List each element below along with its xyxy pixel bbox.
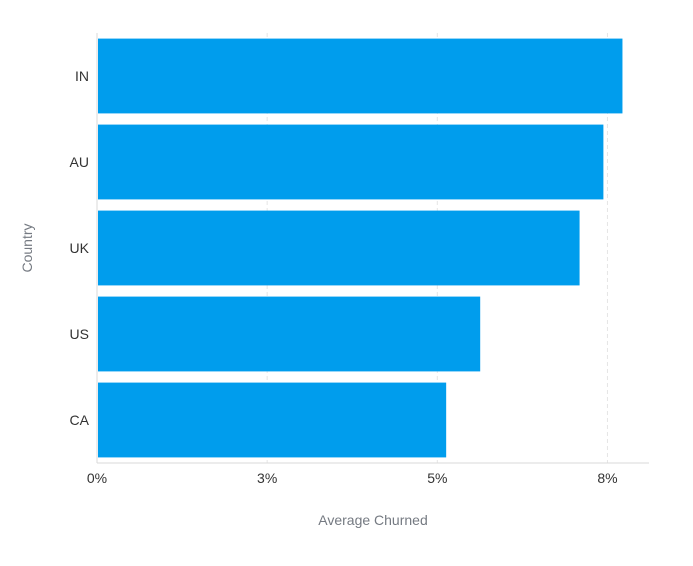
- category-labels: IN AU UK US CA: [70, 68, 90, 428]
- x-axis-title: Average Churned: [318, 512, 427, 528]
- axes: [96, 33, 649, 464]
- x-tick-label: 0%: [87, 470, 107, 486]
- bar[interactable]: [98, 382, 447, 458]
- y-axis-title: Country: [19, 223, 35, 272]
- x-tick-label: 5%: [427, 470, 447, 486]
- bars: [98, 38, 623, 458]
- category-label: IN: [75, 68, 89, 84]
- bar[interactable]: [98, 38, 623, 114]
- bar[interactable]: [98, 296, 481, 372]
- category-label: AU: [70, 154, 89, 170]
- bar[interactable]: [98, 124, 604, 200]
- category-label: UK: [70, 240, 90, 256]
- x-tick-label: 3%: [257, 470, 277, 486]
- bar[interactable]: [98, 210, 580, 286]
- category-label: CA: [70, 412, 90, 428]
- x-tick-labels: 0% 3% 5% 8%: [87, 470, 618, 486]
- x-tick-label: 8%: [597, 470, 617, 486]
- category-label: US: [70, 326, 89, 342]
